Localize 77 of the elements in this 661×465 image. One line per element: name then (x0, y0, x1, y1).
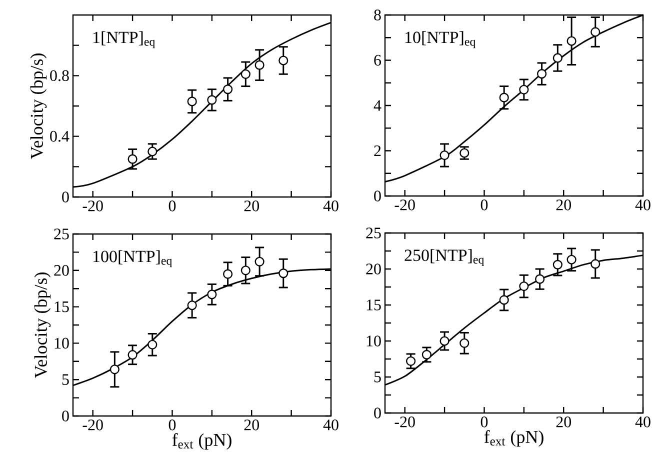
point (499, 92, 509, 102)
y-tick-label: 15 (54, 301, 69, 312)
x-tick-label: 20 (556, 416, 572, 428)
y-tick-label: 5 (374, 372, 381, 382)
y-tick-label: 20 (54, 265, 69, 276)
point (535, 274, 545, 284)
point (590, 259, 600, 269)
y-tick-label: 2 (374, 145, 381, 156)
point (460, 338, 470, 348)
point (422, 350, 432, 360)
point (254, 60, 264, 70)
point (187, 300, 197, 310)
y-tick-label: 10 (366, 336, 381, 346)
point (536, 69, 547, 79)
point (440, 150, 450, 160)
y-axis-title: Velocity (bp/s) (30, 54, 47, 160)
point (128, 154, 138, 164)
point (566, 36, 576, 46)
point (207, 290, 217, 300)
x-tick-label: -20 (82, 420, 103, 430)
point (499, 295, 509, 305)
x-axis-title: f$_{ext}$ (pN) (484, 430, 544, 447)
y-tick-label: 10 (54, 338, 69, 349)
y-tick-label: 5 (62, 374, 69, 385)
y-tick-label: 6 (374, 54, 382, 66)
x-tick-label: 40 (635, 200, 650, 210)
point (148, 340, 158, 350)
point (254, 256, 264, 266)
point (128, 350, 138, 360)
x-axis-title: f$_{ext}$ (pN) (172, 433, 232, 450)
y-tick-label: 0 (62, 192, 69, 202)
x-tick-label: 40 (323, 200, 338, 212)
point (223, 84, 233, 94)
y-tick-label: 0.4 (50, 130, 70, 142)
annotation: 10[NTP]$_{eq}$ (406, 31, 476, 48)
y-tick-label: 4 (374, 100, 382, 111)
y-axis-title: Velocity (bp/s) (34, 272, 51, 378)
point (110, 364, 120, 374)
annotation: 250[NTP]$_{eq}$ (404, 249, 484, 266)
point (566, 254, 576, 264)
point (519, 281, 529, 292)
x-tick-label: -20 (82, 200, 103, 212)
y-tick-label: 15 (366, 300, 381, 310)
annotation: 100[NTP]$_{eq}$ (94, 250, 172, 268)
point (240, 266, 250, 276)
point (406, 356, 416, 366)
point (552, 53, 562, 63)
y-tick-label: 25 (54, 228, 69, 240)
point (207, 95, 217, 105)
x-tick-label: -20 (394, 200, 415, 210)
annotation: 1[NTP]$_{eq}$ (94, 31, 155, 48)
x-tick-label: 0 (168, 200, 176, 212)
x-tick-label: 0 (168, 420, 176, 430)
point (278, 268, 288, 278)
point (552, 260, 562, 270)
point (278, 56, 288, 66)
point (240, 69, 250, 79)
y-tick-label: 8 (374, 10, 381, 20)
x-tick-label: -20 (394, 416, 415, 428)
y-tick-label: 0 (374, 408, 381, 418)
point (590, 27, 600, 37)
x-tick-label: 20 (244, 200, 260, 212)
x-tick-label: 0 (480, 416, 488, 428)
y-tick-label: 25 (366, 228, 381, 238)
x-tick-label: 40 (635, 416, 650, 428)
y-tick-label: 0 (374, 190, 381, 202)
y-tick-label: 0.8 (50, 70, 69, 82)
y-tick-label: 20 (366, 264, 381, 274)
x-tick-label: 40 (323, 420, 338, 430)
point (187, 96, 197, 106)
x-tick-label: 20 (244, 420, 260, 430)
point (148, 146, 158, 156)
x-tick-label: 0 (480, 200, 488, 210)
point (223, 269, 233, 279)
x-tick-label: 20 (556, 200, 572, 210)
point (440, 336, 450, 346)
point (519, 84, 529, 94)
